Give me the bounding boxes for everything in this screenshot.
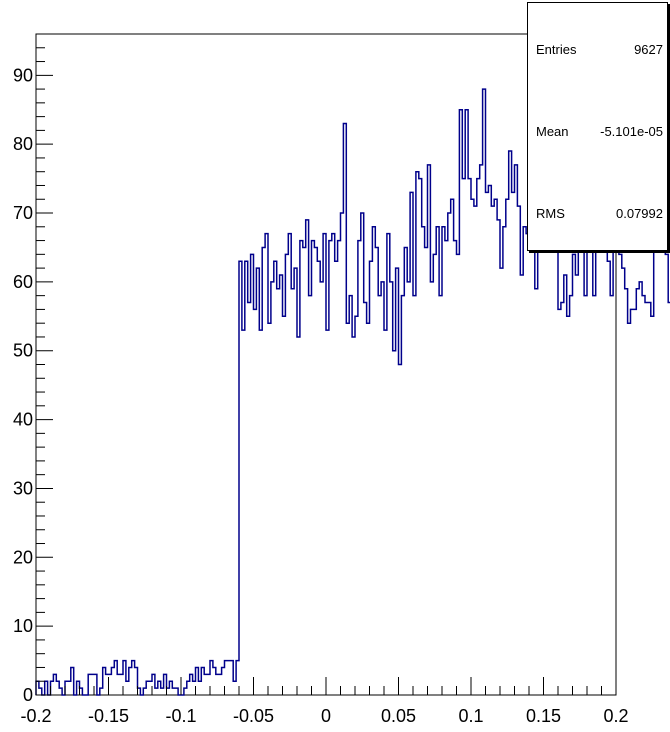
y-axis-ticks: 0 10 20 30 40 50 60 70 80 90 [13,34,53,705]
y-tick-label: 20 [13,547,33,567]
stats-entries-label: Entries [536,42,576,57]
x-tick-label: 0.1 [458,706,483,726]
y-tick-label: 70 [13,203,33,223]
x-tick-label: 0.15 [526,706,561,726]
y-tick-label: 60 [13,272,33,292]
y-tick-label: 30 [13,478,33,498]
y-tick-label: 40 [13,410,33,430]
x-tick-label: -0.2 [20,706,51,726]
x-tick-label: 0.05 [381,706,416,726]
stats-entries-value: 9627 [634,42,663,57]
y-tick-label: 10 [13,616,33,636]
stats-box: Entries 9627 Mean -5.101e-05 RMS 0.07992 [527,2,668,251]
x-tick-label: -0.1 [165,706,196,726]
x-axis-ticks: -0.2 -0.15 -0.1 -0.05 0 0.05 0.1 0.15 0.2 [20,677,628,726]
x-tick-label: -0.15 [88,706,129,726]
stats-mean-label: Mean [536,124,569,139]
x-tick-label: 0 [321,706,331,726]
stats-rms-value: 0.07992 [616,206,663,221]
stats-entries-row: Entries 9627 [536,39,663,59]
x-tick-label: 0.2 [603,706,628,726]
y-tick-label: 80 [13,134,33,154]
x-tick-label: -0.05 [233,706,274,726]
y-tick-label: 0 [23,685,33,705]
stats-mean-row: Mean -5.101e-05 [536,121,663,141]
y-tick-label: 50 [13,341,33,361]
y-tick-label: 90 [13,65,33,85]
stats-rms-row: RMS 0.07992 [536,203,663,223]
stats-mean-value: -5.101e-05 [600,124,663,139]
stats-rms-label: RMS [536,206,565,221]
